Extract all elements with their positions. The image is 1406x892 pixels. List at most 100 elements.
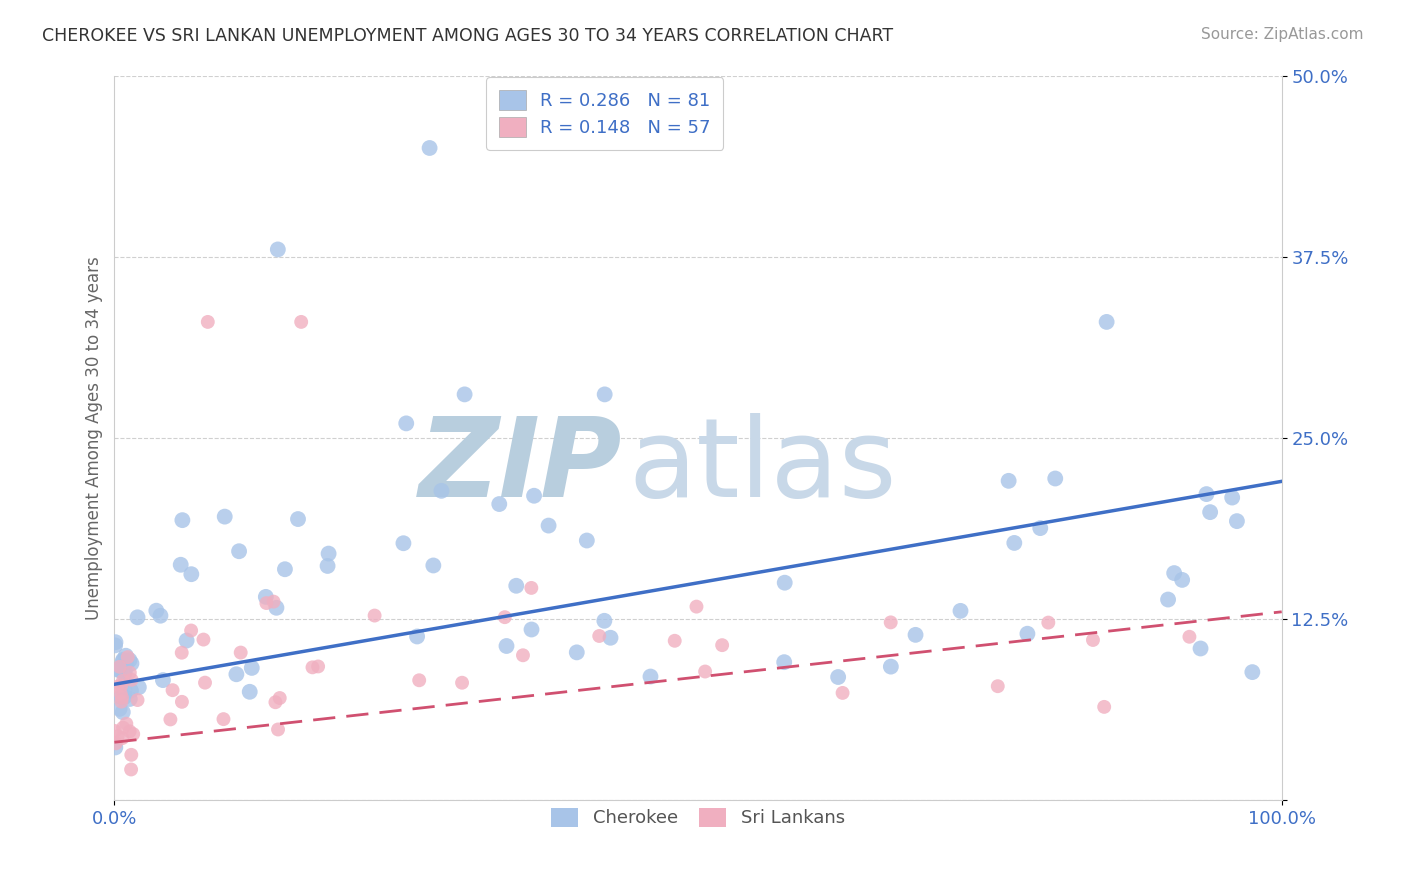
Point — [172, 513, 194, 527]
Point — [127, 693, 149, 707]
Point — [1199, 505, 1222, 519]
Point — [118, 692, 141, 706]
Point — [117, 650, 139, 665]
Point — [159, 713, 181, 727]
Point — [588, 629, 610, 643]
Point — [408, 673, 430, 688]
Point — [111, 690, 134, 705]
Point — [520, 623, 543, 637]
Point — [363, 608, 385, 623]
Point — [110, 686, 132, 700]
Point — [451, 675, 474, 690]
Point — [831, 686, 853, 700]
Point — [523, 489, 546, 503]
Point — [685, 599, 707, 614]
Point — [537, 518, 560, 533]
Point — [773, 575, 796, 590]
Point — [112, 690, 135, 704]
Point — [1092, 699, 1115, 714]
Point — [565, 645, 588, 659]
Point — [108, 664, 131, 678]
Point — [180, 567, 202, 582]
Point — [214, 509, 236, 524]
Point — [127, 610, 149, 624]
Point — [301, 660, 323, 674]
Point — [107, 662, 129, 676]
Point — [120, 763, 142, 777]
Point — [110, 695, 132, 709]
Point — [115, 655, 138, 669]
Point — [488, 497, 510, 511]
Point — [193, 632, 215, 647]
Point — [318, 547, 340, 561]
Point — [1178, 630, 1201, 644]
Point — [1002, 536, 1025, 550]
Point — [495, 639, 517, 653]
Point — [827, 670, 849, 684]
Point — [108, 702, 131, 716]
Point — [1226, 514, 1249, 528]
Point — [1195, 487, 1218, 501]
Point — [422, 558, 444, 573]
Point — [1171, 573, 1194, 587]
Point — [111, 654, 134, 668]
Point — [267, 243, 290, 257]
Point — [505, 579, 527, 593]
Point — [269, 691, 291, 706]
Point — [880, 615, 903, 630]
Point — [640, 669, 662, 683]
Point — [229, 646, 252, 660]
Point — [1241, 665, 1264, 679]
Point — [170, 695, 193, 709]
Point — [145, 604, 167, 618]
Point — [225, 667, 247, 681]
Point — [1038, 615, 1060, 630]
Point — [104, 723, 127, 738]
Point — [1157, 592, 1180, 607]
Point — [111, 673, 134, 688]
Point — [290, 315, 312, 329]
Point — [392, 536, 415, 550]
Point — [266, 600, 288, 615]
Point — [987, 679, 1010, 693]
Point — [112, 721, 135, 735]
Point — [110, 679, 132, 693]
Point — [419, 141, 441, 155]
Point — [267, 723, 290, 737]
Point — [197, 315, 219, 329]
Point — [773, 655, 796, 669]
Point — [1017, 626, 1039, 640]
Point — [111, 705, 134, 719]
Point — [997, 474, 1019, 488]
Point — [115, 716, 138, 731]
Point — [112, 667, 135, 681]
Point — [264, 695, 287, 709]
Point — [170, 646, 193, 660]
Text: ZIP: ZIP — [419, 413, 623, 520]
Point — [170, 558, 193, 572]
Point — [212, 712, 235, 726]
Point — [453, 387, 475, 401]
Point — [118, 653, 141, 667]
Point — [108, 660, 131, 674]
Point — [104, 736, 127, 750]
Point — [121, 673, 143, 687]
Point — [120, 683, 142, 698]
Point — [239, 685, 262, 699]
Point — [593, 387, 616, 401]
Point — [949, 604, 972, 618]
Point — [162, 683, 184, 698]
Text: CHEROKEE VS SRI LANKAN UNEMPLOYMENT AMONG AGES 30 TO 34 YEARS CORRELATION CHART: CHEROKEE VS SRI LANKAN UNEMPLOYMENT AMON… — [42, 27, 893, 45]
Point — [112, 653, 135, 667]
Point — [1163, 566, 1185, 580]
Point — [118, 724, 141, 739]
Point — [176, 633, 198, 648]
Point — [254, 590, 277, 604]
Point — [122, 727, 145, 741]
Point — [149, 608, 172, 623]
Point — [494, 610, 516, 624]
Point — [114, 665, 136, 679]
Point — [287, 512, 309, 526]
Text: Source: ZipAtlas.com: Source: ZipAtlas.com — [1201, 27, 1364, 42]
Point — [1029, 521, 1052, 535]
